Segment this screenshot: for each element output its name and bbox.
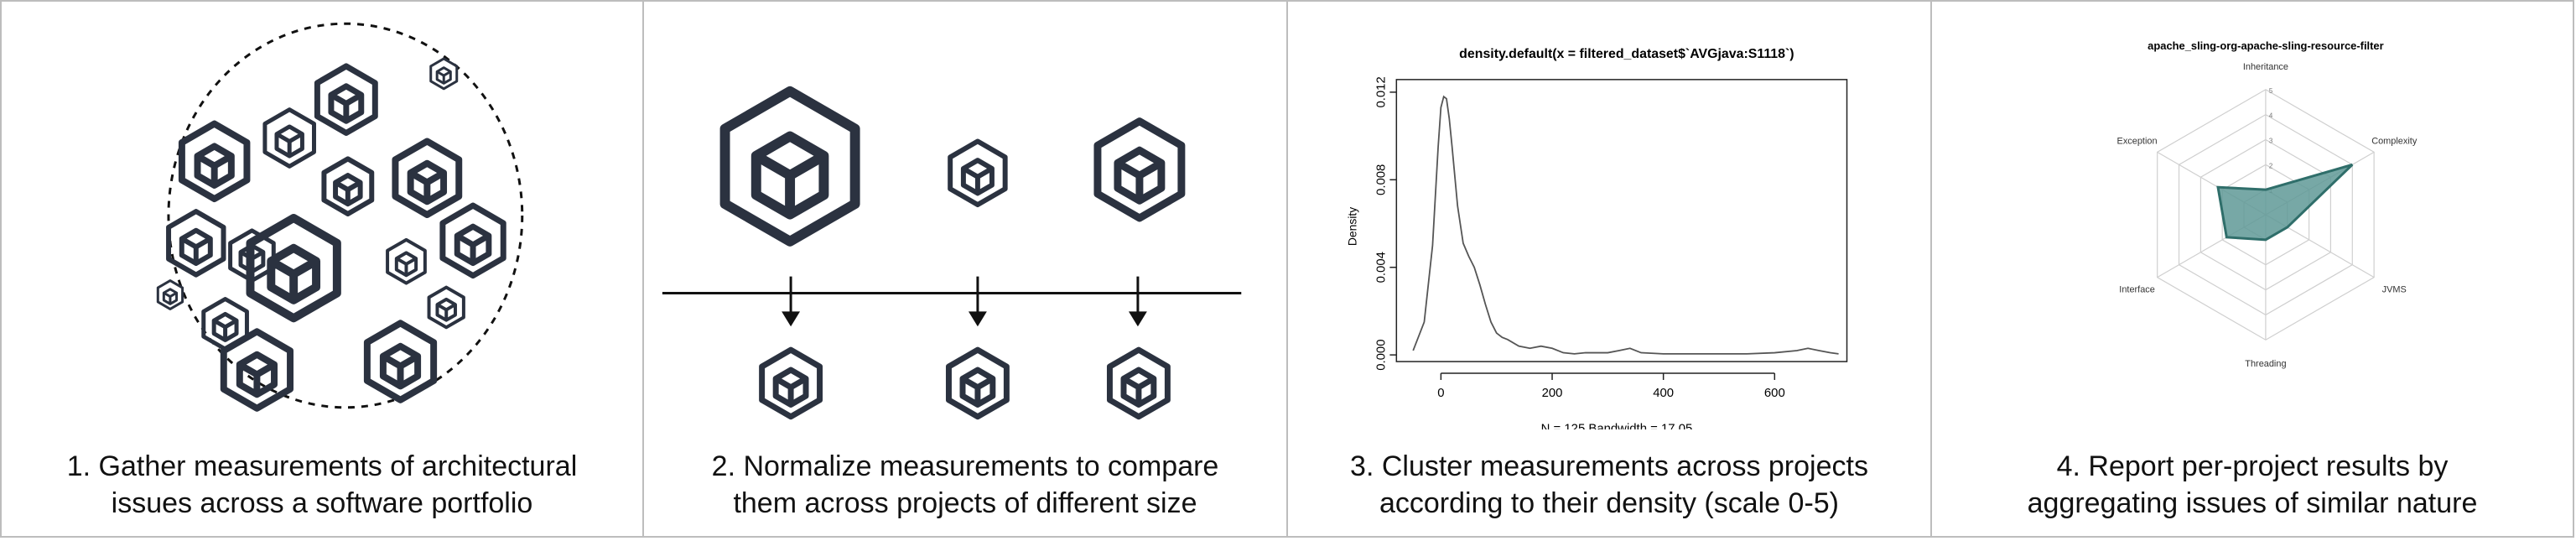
cube-icon — [948, 138, 1008, 208]
radar-series — [2216, 163, 2354, 242]
caption-3: 3. Cluster measurements across projects … — [1296, 448, 1922, 522]
cube-icon — [220, 328, 294, 412]
caption-1: 1. Gather measurements of architectural … — [10, 448, 634, 522]
caption-3-line-1: 3. Cluster measurements across projects — [1350, 450, 1868, 482]
density-title: density.default(x = filtered_dataset$`AV… — [1459, 47, 1794, 61]
radar-axis-label: JVMS — [2382, 285, 2407, 295]
x-tick-label: 600 — [1764, 386, 1785, 400]
caption-4: 4. Report per-project results by aggrega… — [1940, 448, 2564, 522]
radar-ring-label: 3 — [2269, 137, 2273, 144]
cube-icon — [1093, 117, 1186, 222]
caption-4-line-2: aggregating issues of similar nature — [2027, 487, 2478, 519]
arrow-group — [782, 276, 1147, 327]
cube-icon — [262, 107, 316, 169]
plot-frame — [1395, 79, 1848, 362]
cube-icon — [166, 209, 226, 278]
panel-cluster: density.default(x = filtered_dataset$`AV… — [1286, 0, 1932, 538]
cube-group — [719, 86, 1186, 420]
panel-normalize: 2. Normalize measurements to compare the… — [642, 0, 1288, 538]
arrow-down-icon — [968, 276, 987, 327]
cube-icon — [178, 120, 251, 203]
density-axes: 0.000 0.004 0.008 0.012 0 200 400 600 — [1374, 76, 1784, 400]
cube-icon — [429, 57, 459, 91]
y-tick-label: 0.000 — [1374, 339, 1388, 370]
caption-1-line-2: issues across a software portfolio — [111, 487, 533, 519]
density-chart: density.default(x = filtered_dataset$`AV… — [1346, 47, 1848, 429]
panel-report: apache_sling-org-apache-sling-resource-f… — [1930, 0, 2574, 538]
cube-icon — [201, 296, 249, 351]
arrow-down-icon — [1128, 276, 1147, 327]
x-tick-label: 0 — [1437, 386, 1444, 400]
radar-chart: apache_sling-org-apache-sling-resource-f… — [2117, 39, 2418, 369]
radar-ring-label: 2 — [2269, 162, 2273, 169]
cube-icon — [719, 86, 860, 247]
radar-axis-labels: Inheritance Complexity JVMS Threading Interf… — [2117, 62, 2418, 369]
panel-gather: 1. Gather measurements of architectural … — [0, 0, 644, 538]
y-tick-label: 0.008 — [1374, 164, 1388, 195]
density-subtitle: N = 125 Bandwidth = 17.05 — [1541, 422, 1693, 429]
radar-axis-label: Complexity — [2371, 136, 2418, 146]
caption-2: 2. Normalize measurements to compare the… — [652, 448, 1278, 522]
radar-axis-label: Inheritance — [2243, 62, 2288, 72]
cube-icon — [759, 346, 823, 420]
radar-title: apache_sling-org-apache-sling-resource-f… — [2148, 39, 2383, 52]
cube-icon — [321, 156, 375, 216]
radar-axis-label: Threading — [2245, 359, 2286, 369]
portfolio-boundary — [167, 22, 524, 409]
radar-ring-label: 5 — [2269, 87, 2273, 95]
cube-icon — [386, 237, 427, 285]
radar-axis-label: Exception — [2117, 136, 2158, 146]
cube-icon — [945, 346, 1010, 420]
y-tick-label: 0.004 — [1374, 252, 1388, 283]
cube-icon — [314, 63, 378, 136]
cube-icon — [1106, 346, 1171, 420]
cube-icon — [439, 202, 506, 279]
caption-2-line-1: 2. Normalize measurements to compare — [711, 450, 1219, 482]
cube-icon — [363, 320, 438, 403]
radar-axis-label: Interface — [2119, 285, 2155, 295]
caption-4-line-1: 4. Report per-project results by — [2056, 450, 2449, 482]
x-tick-label: 200 — [1542, 386, 1563, 400]
cube-cluster-figure — [156, 22, 524, 412]
caption-3-line-2: according to their density (scale 0-5) — [1379, 487, 1840, 519]
radar-ring-label: 4 — [2269, 112, 2273, 120]
cube-icon — [156, 279, 184, 310]
density-y-label: Density — [1346, 207, 1359, 246]
x-tick-label: 400 — [1653, 386, 1674, 400]
caption-1-line-1: 1. Gather measurements of architectural — [66, 450, 578, 482]
arrow-down-icon — [782, 276, 801, 327]
cube-icon — [392, 138, 463, 218]
normalize-figure — [662, 86, 1242, 420]
cube-group — [156, 57, 506, 412]
caption-2-line-2: them across projects of different size — [733, 487, 1197, 519]
y-tick-label: 0.012 — [1374, 76, 1388, 107]
cube-icon — [246, 214, 341, 323]
cube-icon — [427, 285, 465, 330]
density-curve — [1412, 95, 1839, 355]
